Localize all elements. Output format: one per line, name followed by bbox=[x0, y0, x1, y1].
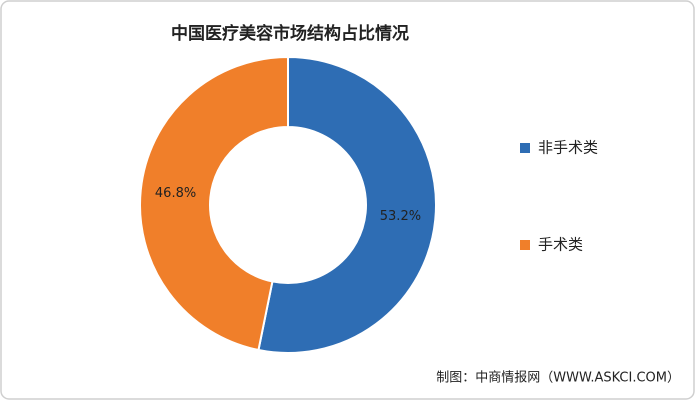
legend-swatch bbox=[520, 240, 530, 250]
chart-title: 中国医疗美容市场结构占比情况 bbox=[171, 23, 409, 44]
legend-swatch bbox=[520, 143, 530, 153]
legend-label: 手术类 bbox=[538, 236, 583, 254]
data-label: 53.2% bbox=[380, 209, 421, 224]
data-label: 46.8% bbox=[155, 186, 196, 201]
donut-segment bbox=[138, 55, 289, 352]
donut-segment bbox=[257, 55, 437, 354]
legend-label: 非手术类 bbox=[538, 139, 598, 157]
source: 制图：中商情报网（WWW.ASKCI.COM） bbox=[436, 371, 680, 386]
